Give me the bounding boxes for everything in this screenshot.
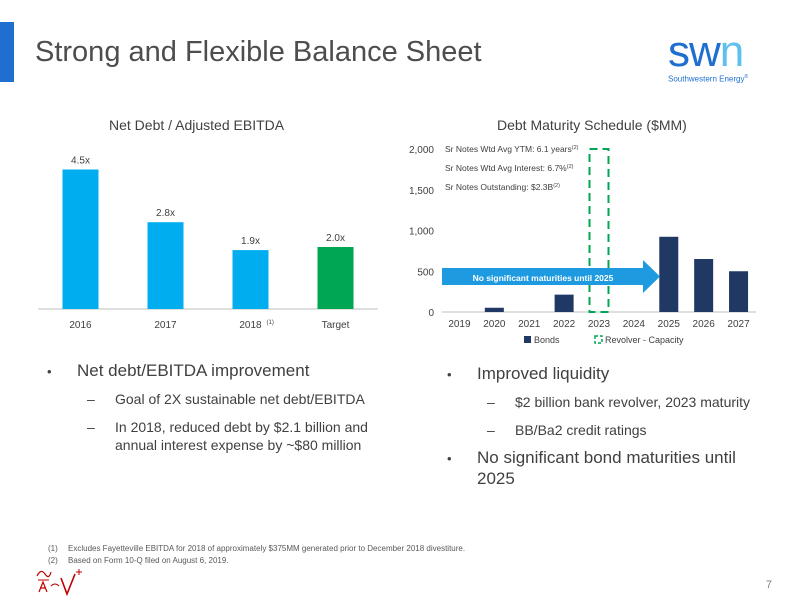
right-chart-title: Debt Maturity Schedule ($MM)	[497, 117, 687, 133]
legend-revolver-swatch	[594, 335, 603, 344]
maturity-arrow-text: No significant maturities until 2025	[473, 273, 614, 283]
title-accent-bar	[0, 22, 14, 82]
x-tick-label-2022: 2022	[553, 319, 576, 330]
slide-title: Strong and Flexible Balance Sheet	[35, 36, 482, 68]
y-tick-label: 2,000	[409, 145, 434, 156]
y-tick-label: 0	[428, 308, 434, 319]
logo-subtitle: Southwestern Energy	[668, 74, 745, 84]
x-tick-label-2018: 2018	[239, 320, 262, 331]
x-tick-label-2025: 2025	[658, 319, 681, 330]
footnote-1: (1) Excludes Fayetteville EBITDA for 2018…	[48, 544, 466, 553]
bar-2018	[232, 250, 269, 309]
x-tick-superscript: (1)	[267, 320, 274, 326]
x-tick-label-2023: 2023	[588, 319, 611, 330]
bar-2016	[62, 169, 99, 309]
right-bullet-main-1: Improved liquidity	[447, 363, 767, 385]
bond-bar-2022	[554, 294, 574, 312]
logo-word-main: sw	[668, 27, 721, 76]
x-tick-label-2020: 2020	[483, 319, 506, 330]
bond-bar-2027	[729, 271, 749, 312]
maturity-arrow	[442, 260, 660, 293]
left-sub-bullet-1: – Goal of 2X sustainable net debt/EBITDA	[87, 391, 365, 407]
data-label-2018: 1.9x	[241, 236, 260, 247]
logo-word-accent: n	[719, 27, 745, 76]
legend-bonds-swatch	[524, 336, 531, 343]
left-chart-title: Net Debt / Adjusted EBITDA	[109, 117, 285, 133]
y-tick-label: 500	[417, 267, 434, 278]
left-bullets: Net debt/EBITDA improvement –Goal of 2X …	[47, 360, 377, 454]
x-tick-label-2026: 2026	[693, 319, 716, 330]
left-bullet-main: Net debt/EBITDA improvement	[47, 360, 377, 382]
footnotes: (1) Excludes Fayetteville EBITDA for 2018…	[48, 543, 465, 567]
x-tick-label-2016: 2016	[69, 320, 92, 331]
legend-bonds-label: Bonds	[534, 335, 560, 345]
note-1: Sr Notes Wtd Avg YTM: 6.1 years(2)	[445, 144, 579, 154]
x-tick-label-2024: 2024	[623, 319, 646, 330]
note-3: Sr Notes Outstanding: $2.3B(2)	[445, 182, 560, 192]
footnote-2: (2) Based on Form 10-Q filed on August 6,…	[48, 556, 229, 565]
bond-bar-2020	[484, 307, 504, 312]
right-bullet-main-2: No significant bond maturities until 202…	[447, 447, 767, 489]
x-tick-label-2017: 2017	[154, 320, 177, 331]
x-tick-label-target: Target	[322, 320, 350, 331]
company-logo: swn Southwestern Energy®	[668, 30, 773, 90]
right-sub-bullet-1: – $2 billion bank revolver, 2023 maturity	[487, 394, 751, 410]
legend-revolver-label: Revolver - Capacity	[605, 335, 684, 345]
right-sub-bullet-2: – BB/Ba2 credit ratings	[487, 422, 647, 438]
note-2: Sr Notes Wtd Avg Interest: 6.7%(2)	[445, 163, 574, 173]
data-label-2017: 2.8x	[156, 208, 175, 219]
revolver-bar-2023	[588, 148, 610, 313]
bond-bar-2026	[694, 259, 714, 312]
right-bullets: Improved liquidity –$2 billion bank revo…	[447, 363, 767, 489]
left-sub-bullet-2: – In 2018, reduced debt by $2.1 billion a…	[87, 419, 368, 453]
bond-bar-2025	[659, 236, 679, 312]
page-number: 7	[765, 579, 772, 591]
x-tick-label-2027: 2027	[727, 319, 750, 330]
bar-target	[317, 247, 354, 309]
bar-2017	[147, 222, 184, 309]
signature-mark	[36, 569, 82, 596]
debt-maturity-chart: 0 500 1,000 1,500 2,000 2019 2020 2021 2022 2023 2…	[409, 144, 756, 345]
y-tick-label: 1,500	[409, 186, 434, 197]
x-tick-label-2021: 2021	[518, 319, 541, 330]
data-label-2016: 4.5x	[71, 156, 90, 167]
net-debt-ebitda-chart: 4.5x 2016 2.8x 2017 1.9x 2018 (1) 2.0x Target	[38, 156, 378, 331]
x-tick-label-2019: 2019	[448, 319, 471, 330]
data-label-target: 2.0x	[326, 233, 345, 244]
logo-trademark: ®	[744, 74, 749, 80]
y-tick-label: 1,000	[409, 227, 434, 238]
